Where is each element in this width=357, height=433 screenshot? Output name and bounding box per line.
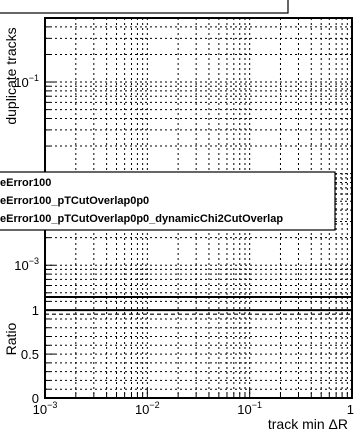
top-y-tick-label: 10−1 [14,73,39,90]
ratio-grid [45,297,352,398]
legend-entry-2: eError100_pTCutOverlap0p0 [0,195,149,207]
top-y-tick-label: 10−3 [14,256,39,273]
x-tick-label: 10−2 [135,400,160,417]
top-ticks [45,27,55,293]
x-tick-label: 10−1 [237,400,262,417]
x-axis-label: track min ΔR [268,416,348,432]
x-tick-label: 1 [347,402,354,417]
ratio-y-tick-label: 0.5 [21,347,39,362]
legend-entry-3: eError100_pTCutOverlap0p0_dynamicChi2Cut… [0,213,283,225]
legend-entry-1: eError100 [0,177,51,189]
top-grid [45,18,352,297]
ratio-frame [45,297,352,398]
x-tick-label: 10−3 [33,400,58,417]
ratio-y-axis-label: Ratio [3,322,19,355]
ratio-y-tick-labels: 00.51 [21,303,39,406]
top-title-box [0,0,288,13]
ratio-y-tick-label: 1 [32,303,39,318]
legend: eError100 eError100_pTCutOverlap0p0 eErr… [0,172,335,230]
ratio-ticks [45,301,352,398]
top-frame [45,18,352,297]
x-tick-labels: 10−3 10−2 10−1 1 [33,400,354,417]
